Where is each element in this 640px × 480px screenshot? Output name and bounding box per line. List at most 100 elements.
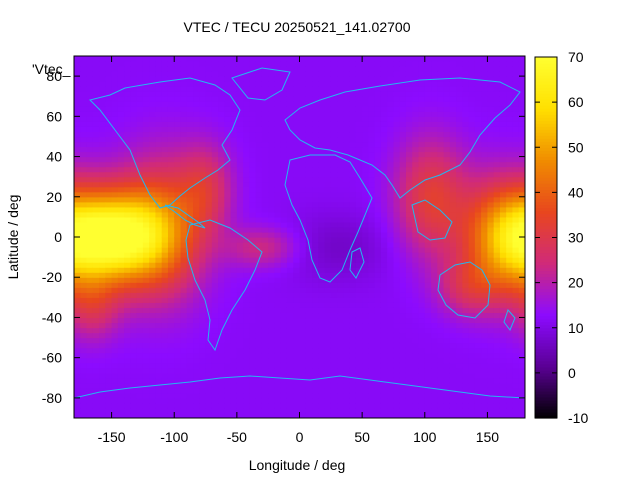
heatmap-cell (487, 226, 495, 233)
heatmap-cell (468, 382, 476, 389)
heatmap-cell (431, 136, 438, 143)
heatmap-cell (487, 247, 495, 253)
heatmap-cell (337, 86, 344, 92)
heatmap-cell (462, 257, 470, 263)
heatmap-cell (481, 71, 489, 77)
heatmap-cell (230, 252, 238, 258)
heatmap-cell (136, 61, 144, 67)
heatmap-cell (443, 211, 451, 218)
heatmap-cell (136, 252, 144, 258)
heatmap-cell (449, 196, 457, 203)
heatmap-cell (255, 81, 263, 87)
heatmap-cell (261, 272, 269, 278)
heatmap-cell (99, 412, 106, 418)
heatmap-cell (412, 71, 420, 77)
heatmap-cell (449, 61, 457, 67)
heatmap-cell (487, 146, 495, 153)
heatmap-cell (405, 106, 413, 112)
heatmap-cell (343, 91, 351, 97)
heatmap-cell (74, 262, 81, 268)
heatmap-cell (280, 61, 288, 67)
heatmap-cell (349, 71, 357, 77)
heatmap-cell (368, 216, 376, 223)
heatmap-cell (286, 337, 294, 344)
heatmap-cell (74, 201, 81, 208)
heatmap-cell (424, 387, 432, 394)
heatmap-cell (343, 312, 351, 319)
heatmap-cell (481, 282, 489, 288)
heatmap-cell (424, 252, 432, 258)
heatmap-cell (355, 342, 363, 349)
heatmap-cell (80, 412, 88, 418)
heatmap-cell (468, 337, 476, 344)
heatmap-cell (343, 81, 351, 87)
heatmap-cell (211, 81, 219, 87)
heatmap-cell (493, 166, 501, 173)
heatmap-cell (155, 347, 163, 354)
heatmap-cell (412, 131, 420, 138)
heatmap-cell (337, 302, 344, 308)
heatmap-cell (412, 257, 420, 263)
heatmap-cell (105, 176, 113, 183)
heatmap-cell (387, 156, 395, 163)
heatmap-cell (305, 66, 313, 72)
heatmap-cell (243, 151, 250, 158)
heatmap-cell (186, 91, 194, 97)
heatmap-cell (218, 332, 225, 339)
heatmap-cell (155, 352, 163, 359)
heatmap-cell (180, 322, 188, 329)
heatmap-cell (449, 342, 457, 349)
heatmap-cell (324, 81, 332, 87)
heatmap-cell (343, 307, 351, 314)
heatmap-cell (180, 181, 188, 188)
heatmap-cell (280, 307, 288, 314)
heatmap-cell (368, 186, 376, 193)
heatmap-cell (149, 151, 157, 158)
heatmap-cell (374, 327, 382, 334)
heatmap-cell (380, 231, 388, 238)
heatmap-cell (462, 131, 470, 138)
heatmap-cell (437, 96, 445, 102)
heatmap-cell (324, 141, 332, 148)
heatmap-cell (362, 176, 369, 183)
heatmap-cell (374, 387, 382, 394)
heatmap-cell (180, 156, 188, 163)
heatmap-cell (349, 171, 357, 178)
heatmap-cell (431, 352, 438, 359)
heatmap-cell (506, 382, 514, 389)
heatmap-cell (149, 211, 157, 218)
heatmap-cell (224, 101, 232, 107)
heatmap-cell (355, 76, 363, 82)
heatmap-cell (105, 302, 113, 308)
heatmap-cell (174, 262, 182, 268)
heatmap-cell (249, 156, 257, 163)
heatmap-cell (149, 146, 157, 153)
heatmap-cell (261, 287, 269, 293)
heatmap-cell (74, 332, 81, 339)
heatmap-cell (305, 257, 313, 263)
heatmap-cell (105, 312, 113, 319)
heatmap-cell (161, 392, 169, 399)
heatmap-cell (243, 66, 250, 72)
heatmap-cell (443, 352, 451, 359)
heatmap-cell (337, 66, 344, 72)
heatmap-cell (481, 181, 489, 188)
heatmap-cell (80, 282, 88, 288)
heatmap-cell (193, 372, 200, 379)
heatmap-cell (343, 377, 351, 384)
heatmap-cell (462, 382, 470, 389)
heatmap-cell (343, 56, 351, 62)
heatmap-cell (324, 367, 332, 374)
heatmap-cell (74, 186, 81, 193)
heatmap-cell (74, 221, 81, 228)
heatmap-cell (456, 397, 463, 404)
heatmap-cell (312, 277, 319, 283)
heatmap-cell (387, 272, 395, 278)
heatmap-cell (374, 146, 382, 153)
heatmap-cell (142, 262, 150, 268)
heatmap-cell (149, 86, 157, 92)
heatmap-cell (199, 397, 207, 404)
heatmap-cell (99, 392, 106, 399)
heatmap-cell (431, 111, 438, 117)
heatmap-cell (167, 402, 175, 409)
